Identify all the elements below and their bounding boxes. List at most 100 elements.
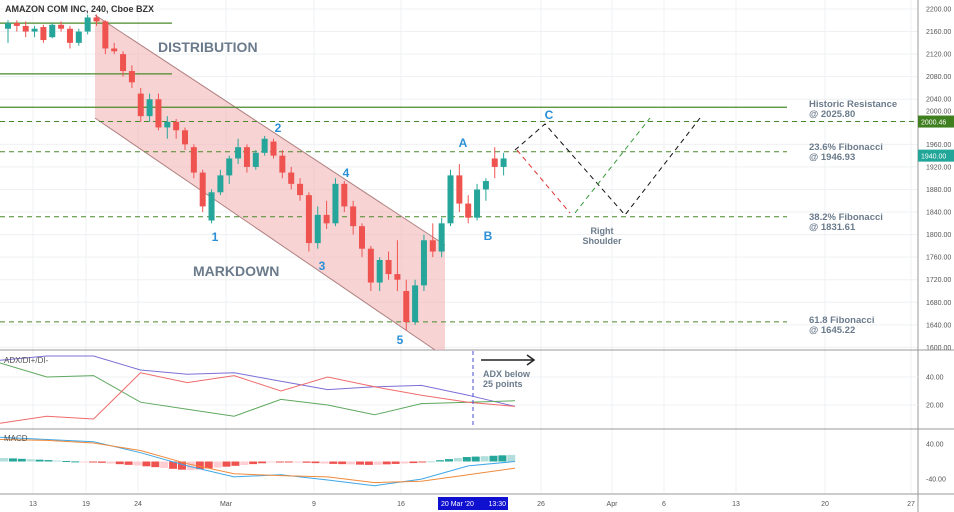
candle-body — [182, 130, 188, 145]
candle-body — [323, 214, 330, 224]
macd-histogram-bar — [0, 457, 8, 462]
macd-histogram-bar — [462, 457, 471, 462]
candle-body — [350, 206, 357, 227]
current-price-label: 1940.00 — [921, 154, 946, 161]
date-tick: 27 — [907, 501, 915, 508]
candle-body — [13, 23, 20, 26]
channel-upper-line — [94, 14, 446, 246]
date-tick: 26 — [537, 501, 545, 508]
wave-label-3: 3 — [319, 259, 326, 273]
candle-body — [190, 147, 197, 173]
crosshair-time: 13:30 — [488, 501, 506, 508]
macd-histogram-bar — [275, 461, 284, 463]
level-value: @ 1831.61 — [809, 222, 856, 233]
adx-series-di_minus — [0, 372, 516, 424]
macd-tick: -40.00 — [926, 477, 946, 484]
macd-histogram-bar — [480, 456, 489, 462]
wave-label-B: B — [484, 229, 493, 243]
price-tick: 1840.00 — [926, 210, 951, 217]
candle-body — [367, 248, 374, 283]
date-tick: Mar — [220, 501, 233, 508]
macd-histogram-bar — [329, 461, 338, 464]
candle-body — [314, 214, 321, 244]
macd-histogram-bar — [89, 461, 97, 463]
candle-body — [84, 17, 91, 32]
candle-body — [270, 141, 277, 156]
candle-body — [438, 223, 445, 252]
macd-histogram-bar — [418, 461, 427, 463]
candle-body — [252, 152, 259, 167]
price-tick: 1640.00 — [926, 322, 951, 329]
macd-histogram-bar — [338, 461, 347, 465]
macd-histogram-bar — [293, 461, 302, 463]
macd-histogram-bar — [445, 459, 453, 462]
candle-body — [208, 192, 215, 221]
macd-histogram-bar — [498, 455, 507, 462]
macd-histogram-bar — [53, 460, 62, 462]
price-tick: 1880.00 — [926, 187, 951, 194]
macd-histogram-bar — [204, 461, 213, 469]
macd-histogram-bar — [364, 461, 373, 465]
macd-histogram-bar — [80, 461, 89, 463]
candle-body — [137, 93, 144, 117]
macd-histogram-bar — [195, 461, 204, 470]
candle-body — [75, 31, 82, 43]
price-tick: 2120.00 — [926, 52, 951, 59]
macd-histogram-bar — [302, 461, 311, 463]
macd-histogram-bar — [115, 461, 124, 465]
macd-histogram-bar — [106, 461, 115, 464]
candle-body — [93, 17, 100, 22]
price-tick: 2040.00 — [926, 97, 951, 104]
macd-histogram-bar — [142, 461, 151, 467]
date-tick: 16 — [397, 501, 405, 508]
macd-histogram-bar — [26, 459, 35, 462]
date-tick: Apr — [607, 501, 619, 508]
candle-body — [305, 195, 312, 244]
macd-histogram-bar — [231, 461, 240, 466]
price-tick: 1960.00 — [926, 142, 951, 149]
right-shoulder-label: Shoulder — [582, 236, 621, 246]
candle-body — [385, 259, 392, 275]
last-price-badge — [918, 115, 954, 128]
level-title: Historic Resistance — [809, 99, 897, 110]
price-tick: 1920.00 — [926, 164, 951, 171]
candle-body — [403, 291, 410, 323]
macd-histogram-bar — [35, 459, 44, 462]
price-tick: 1760.00 — [926, 255, 951, 262]
wave-label-1: 1 — [212, 230, 219, 244]
date-tick: 24 — [134, 501, 142, 508]
adx-series-adx — [0, 355, 516, 407]
projection-path-green — [574, 117, 651, 214]
candle-body — [376, 259, 383, 283]
candle-body — [332, 183, 339, 224]
macd-histogram-bar — [8, 458, 17, 462]
macd-histogram-bar — [507, 454, 516, 462]
candle-body — [359, 226, 365, 249]
macd-histogram-bar — [62, 460, 71, 462]
macd-tick: 40.00 — [926, 441, 944, 448]
candle-body — [31, 28, 38, 32]
macd-histogram-bar — [320, 461, 329, 464]
level-title: 23.6% Fibonacci — [809, 142, 883, 153]
macd-histogram-bar — [427, 461, 436, 463]
date-tick: 9 — [312, 501, 316, 508]
date-tick: 20 — [821, 501, 829, 508]
projection-path-red — [516, 149, 571, 214]
price-tick: 1600.00 — [926, 345, 951, 352]
macd-histogram-bar — [178, 461, 186, 470]
macd-histogram-bar — [258, 461, 267, 464]
macd-histogram-bar — [44, 460, 53, 462]
adx-tick: 40.00 — [926, 375, 944, 382]
macd-histogram-bar — [151, 461, 160, 468]
wave-label-2: 2 — [275, 121, 282, 135]
candle-body — [243, 147, 250, 167]
macd-series-signal — [0, 439, 516, 484]
candle-body — [474, 189, 481, 218]
date-tick: 19 — [82, 501, 90, 508]
wave-label-A: A — [459, 136, 468, 150]
macd-histogram-bar — [284, 461, 293, 463]
price-tick: 2080.00 — [926, 74, 951, 81]
date-tick: 13 — [29, 501, 37, 508]
price-tick: 1720.00 — [926, 277, 951, 284]
